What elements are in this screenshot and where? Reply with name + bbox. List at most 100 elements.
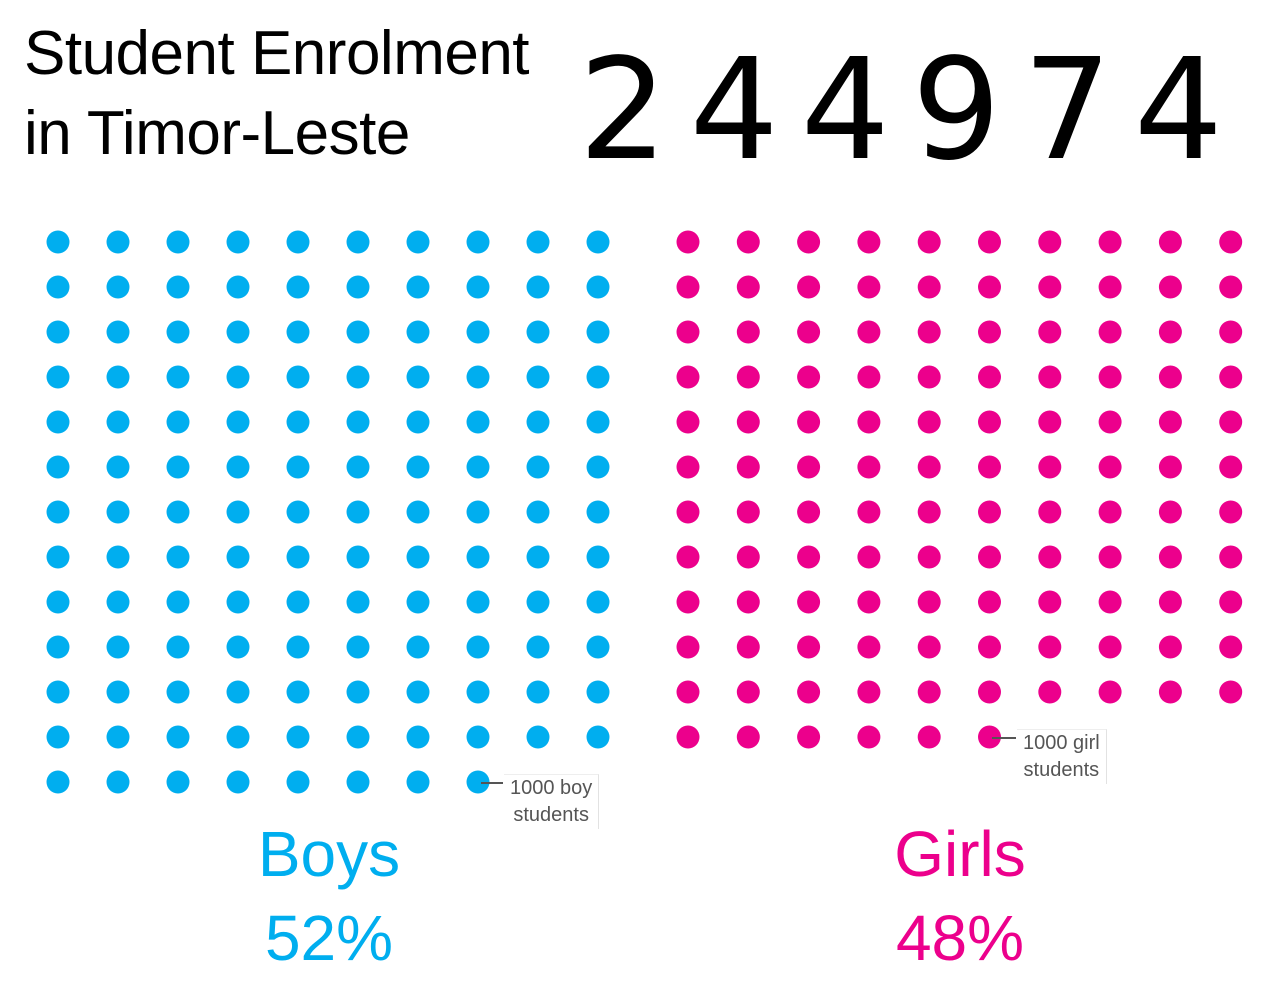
boys-dot bbox=[226, 545, 250, 569]
boys-dot bbox=[406, 770, 430, 794]
girls-dot bbox=[1158, 635, 1182, 659]
boys-dot bbox=[586, 590, 610, 614]
girls-dot bbox=[1038, 230, 1062, 254]
girls-dot bbox=[917, 545, 941, 569]
girls-dot-group bbox=[676, 230, 1243, 749]
girls-dot bbox=[1098, 230, 1122, 254]
girls-dot bbox=[1038, 635, 1062, 659]
girls-dot bbox=[1219, 500, 1243, 524]
girls-dot bbox=[797, 725, 821, 749]
girls-dot bbox=[1098, 365, 1122, 389]
girls-dot bbox=[676, 500, 700, 524]
boys-dot bbox=[586, 635, 610, 659]
boys-dot bbox=[406, 275, 430, 299]
girls-dot bbox=[676, 545, 700, 569]
girls-dot bbox=[857, 320, 881, 344]
girls-dot bbox=[917, 365, 941, 389]
girls-legend-label: Girls 48% bbox=[810, 812, 1110, 980]
boys-dot bbox=[586, 365, 610, 389]
girls-dot bbox=[736, 500, 760, 524]
girls-dot bbox=[1038, 275, 1062, 299]
boys-dot bbox=[346, 365, 370, 389]
boys-dot bbox=[166, 455, 190, 479]
boys-unit-callout: 1000 boy students bbox=[504, 774, 600, 829]
boys-dot bbox=[226, 590, 250, 614]
boys-dot bbox=[226, 455, 250, 479]
chart-title: Student Enrolment in Timor-Leste bbox=[24, 14, 530, 174]
girls-dot bbox=[676, 635, 700, 659]
boys-dot bbox=[526, 230, 550, 254]
boys-dot bbox=[226, 680, 250, 704]
boys-dot bbox=[346, 275, 370, 299]
boys-dot bbox=[286, 320, 310, 344]
girls-dot bbox=[857, 500, 881, 524]
girls-dot bbox=[978, 545, 1001, 569]
boys-dot bbox=[346, 590, 370, 614]
girls-dot bbox=[676, 320, 700, 344]
girls-dot bbox=[978, 230, 1001, 254]
boys-dot bbox=[286, 230, 310, 254]
boys-dot bbox=[166, 230, 190, 254]
girls-dot bbox=[736, 320, 760, 344]
girls-dot bbox=[676, 230, 700, 254]
girls-dot bbox=[797, 590, 821, 614]
boys-dot bbox=[466, 500, 490, 524]
boys-dot bbox=[286, 635, 310, 659]
boys-dot bbox=[466, 590, 490, 614]
boys-dot bbox=[466, 725, 490, 749]
boys-dot bbox=[226, 770, 250, 794]
girls-dot bbox=[1038, 365, 1062, 389]
girls-dot bbox=[676, 365, 700, 389]
girls-dot bbox=[857, 410, 881, 434]
girls-dot bbox=[736, 275, 760, 299]
boys-dot bbox=[106, 410, 130, 434]
boys-dot bbox=[106, 500, 130, 524]
boys-dot bbox=[526, 500, 550, 524]
boys-dot bbox=[526, 725, 550, 749]
girls-dot bbox=[857, 725, 881, 749]
boys-dot-group bbox=[46, 230, 610, 794]
boys-dot bbox=[526, 680, 550, 704]
boys-dot bbox=[106, 590, 130, 614]
boys-dot bbox=[106, 320, 130, 344]
girls-dot bbox=[857, 545, 881, 569]
boys-dot bbox=[346, 410, 370, 434]
boys-dot bbox=[46, 320, 70, 344]
boys-dot bbox=[466, 410, 490, 434]
girls-dot bbox=[917, 500, 941, 524]
boys-dot bbox=[346, 230, 370, 254]
girls-dot bbox=[1219, 590, 1243, 614]
title-line-1: Student Enrolment bbox=[24, 19, 530, 88]
boys-percent: 52% bbox=[264, 902, 394, 974]
girls-dot bbox=[1038, 410, 1062, 434]
boys-dot bbox=[526, 455, 550, 479]
boys-dot bbox=[526, 275, 550, 299]
boys-dot bbox=[526, 635, 550, 659]
boys-dot bbox=[166, 770, 190, 794]
boys-dot bbox=[406, 590, 430, 614]
boys-dot bbox=[226, 500, 250, 524]
girls-dot bbox=[1219, 635, 1243, 659]
boys-dot bbox=[286, 590, 310, 614]
girls-dot bbox=[917, 590, 941, 614]
boys-dot bbox=[46, 410, 70, 434]
boys-dot bbox=[166, 410, 190, 434]
boys-dot bbox=[346, 500, 370, 524]
total-enrolment-number: 244974 bbox=[578, 29, 1245, 192]
girls-unit-callout: 1000 girl students bbox=[1017, 729, 1107, 784]
girls-dot bbox=[978, 455, 1001, 479]
boys-dot bbox=[526, 410, 550, 434]
boys-dot bbox=[406, 635, 430, 659]
boys-dot bbox=[346, 725, 370, 749]
girls-dot bbox=[917, 680, 941, 704]
boys-dot bbox=[106, 680, 130, 704]
girls-dot bbox=[1038, 455, 1062, 479]
boys-dot bbox=[586, 680, 610, 704]
boys-dot bbox=[346, 455, 370, 479]
girls-dot bbox=[917, 320, 941, 344]
boys-dot bbox=[166, 635, 190, 659]
boys-dot bbox=[286, 725, 310, 749]
girls-dot bbox=[1158, 590, 1182, 614]
girls-dot bbox=[736, 545, 760, 569]
